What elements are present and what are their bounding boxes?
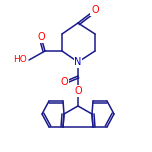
Text: N: N (74, 57, 82, 67)
Text: O: O (74, 86, 82, 96)
Text: HO: HO (13, 55, 27, 64)
Text: O: O (37, 32, 45, 42)
Text: O: O (91, 5, 99, 15)
Text: O: O (60, 77, 68, 87)
